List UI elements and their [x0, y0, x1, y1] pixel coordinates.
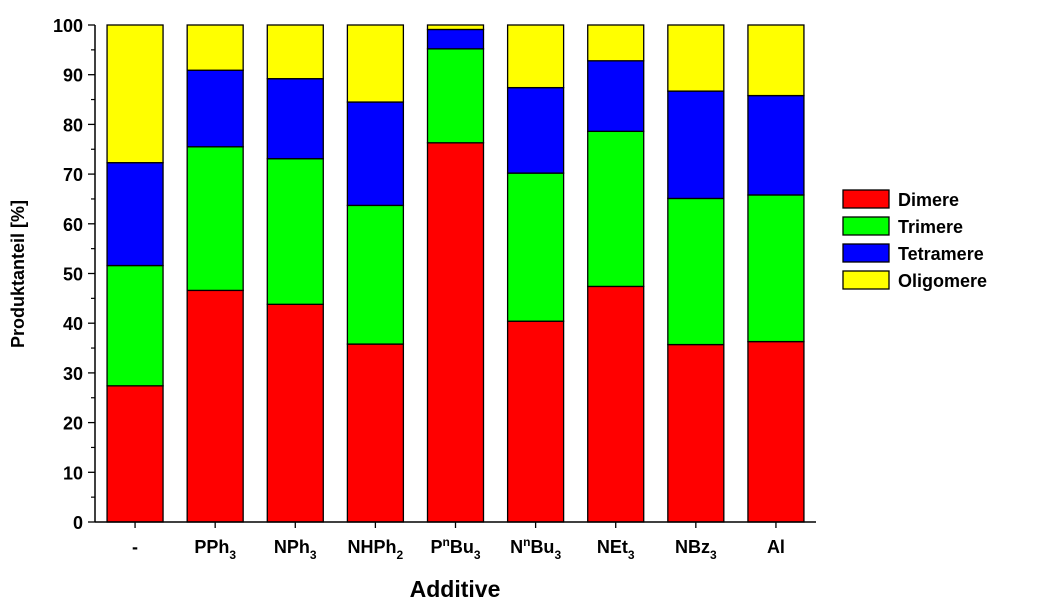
y-tick-label: 100: [53, 16, 83, 36]
bars-layer: [106, 24, 805, 523]
y-tick-label: 70: [63, 165, 83, 185]
legend-swatch-trimere: [842, 216, 890, 236]
bar-tetramere-5: [506, 86, 565, 174]
y-tick-label: 50: [63, 265, 83, 285]
bar-oligomere-4: [426, 24, 485, 31]
x-tick-label: PnBu3: [430, 535, 480, 562]
bar-oligomere-1: [186, 24, 244, 71]
x-axis-label: Additive: [410, 576, 501, 602]
x-tick-label: -: [132, 537, 138, 557]
legend-label-dimere: Dimere: [898, 190, 959, 210]
bar-trimere-6: [587, 130, 645, 288]
y-tick-label: 0: [73, 513, 83, 533]
x-tick-label: NBz3: [675, 537, 717, 562]
bar-trimere-5: [506, 172, 565, 322]
bar-dimere-7: [667, 343, 725, 523]
y-tick-label: 30: [63, 364, 83, 384]
bar-tetramere-8: [747, 94, 805, 196]
bar-trimere-7: [667, 197, 725, 346]
bar-oligomere-7: [667, 24, 725, 92]
x-tick-label: NHPh2: [348, 537, 404, 562]
bar-tetramere-6: [587, 60, 645, 133]
bar-tetramere-4: [426, 28, 485, 50]
bar-dimere-8: [747, 340, 805, 523]
bar-trimere-4: [426, 48, 485, 144]
bar-oligomere-0: [106, 24, 164, 164]
bar-trimere-1: [186, 146, 244, 292]
legend: Dimere Trimere Tetramere Oligomere: [842, 189, 987, 291]
bar-trimere-2: [266, 158, 324, 305]
bar-dimere-1: [186, 289, 244, 523]
x-tick-label: NnBu3: [510, 535, 561, 562]
x-tick-label: PPh3: [194, 537, 236, 562]
bar-trimere-0: [106, 264, 164, 387]
bar-dimere-6: [587, 285, 645, 523]
y-tick-label: 80: [63, 115, 83, 135]
bar-oligomere-2: [266, 24, 324, 80]
bar-dimere-3: [346, 343, 405, 523]
legend-label-trimere: Trimere: [898, 217, 963, 237]
bar-oligomere-3: [346, 24, 405, 103]
x-tick-label: NPh3: [274, 537, 317, 562]
y-tick-label: 40: [63, 314, 83, 334]
y-tick-label: 90: [63, 66, 83, 86]
legend-label-tetramere: Tetramere: [898, 244, 984, 264]
bar-tetramere-0: [106, 162, 164, 267]
bar-oligomere-8: [747, 24, 805, 97]
bar-tetramere-1: [186, 69, 244, 148]
bar-tetramere-3: [346, 101, 405, 207]
bar-dimere-4: [426, 142, 485, 523]
y-tick-label: 20: [63, 414, 83, 434]
bar-oligomere-5: [506, 24, 565, 89]
bar-tetramere-7: [667, 90, 725, 200]
x-tick-label: NEt3: [597, 537, 635, 562]
y-tick-label: 10: [63, 463, 83, 483]
bar-dimere-2: [266, 303, 324, 523]
bar-tetramere-2: [266, 78, 324, 160]
bar-trimere-3: [346, 204, 405, 345]
axes-layer: - PPh3 NPh3 NHPh2 PnBu3 NnBu3 NEt3 NBz3 Al 0 10 20 3…: [53, 16, 816, 562]
legend-swatch-dimere: [842, 189, 890, 209]
legend-label-oligomere: Oligomere: [898, 271, 987, 291]
y-axis-label: Produktanteil [%]: [8, 200, 28, 348]
bar-oligomere-6: [587, 24, 645, 62]
legend-swatch-oligomere: [842, 270, 890, 290]
bar-dimere-0: [106, 385, 164, 523]
x-tick-label: Al: [767, 537, 785, 557]
legend-swatch-tetramere: [842, 243, 890, 263]
y-tick-label: 60: [63, 215, 83, 235]
bar-trimere-8: [747, 194, 805, 343]
bar-dimere-5: [506, 320, 565, 523]
